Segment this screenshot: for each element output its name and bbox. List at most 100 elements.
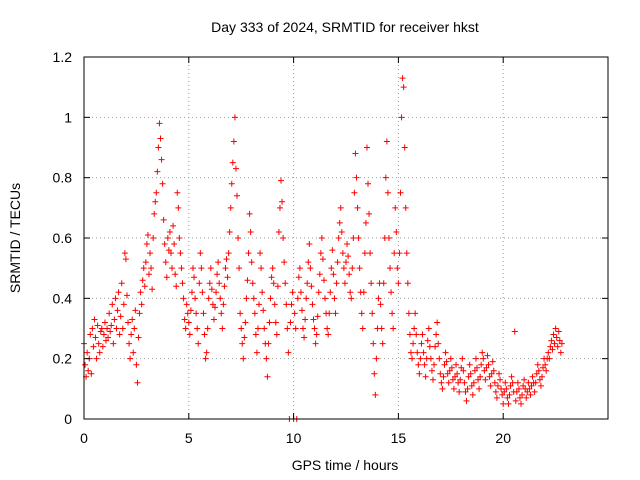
data-point <box>450 385 457 392</box>
data-point <box>512 397 519 404</box>
data-point <box>489 358 496 365</box>
data-point <box>445 379 452 386</box>
data-point <box>388 289 395 296</box>
data-point <box>332 310 339 317</box>
data-point <box>239 340 246 347</box>
data-point <box>303 295 310 302</box>
data-point <box>230 138 237 145</box>
data-point <box>193 310 200 317</box>
data-point <box>147 250 154 257</box>
data-point <box>184 310 191 317</box>
data-point <box>550 331 557 338</box>
data-point <box>419 331 426 338</box>
data-point <box>137 289 144 296</box>
data-point <box>246 210 253 217</box>
data-point <box>434 319 441 326</box>
data-point <box>84 349 91 356</box>
data-point <box>269 265 276 272</box>
data-point <box>116 331 123 338</box>
data-point <box>405 310 412 317</box>
data-point <box>248 259 255 266</box>
data-point <box>291 310 298 317</box>
data-point <box>527 391 534 398</box>
data-point <box>328 265 335 272</box>
data-point <box>159 180 166 187</box>
data-point <box>150 235 157 241</box>
data-point <box>459 355 466 362</box>
data-point <box>144 231 151 238</box>
data-point <box>82 361 89 368</box>
data-point <box>346 271 353 278</box>
data-point <box>427 355 434 362</box>
data-point <box>369 310 376 317</box>
data-point <box>148 265 155 272</box>
data-point <box>170 222 177 229</box>
data-point <box>216 280 223 287</box>
data-point <box>156 120 163 127</box>
data-point <box>204 325 211 332</box>
data-point <box>108 322 115 329</box>
data-point <box>110 340 117 347</box>
data-point <box>219 325 226 332</box>
data-point <box>280 235 287 241</box>
data-point <box>140 265 147 272</box>
data-point <box>270 280 277 287</box>
data-point <box>385 235 392 241</box>
data-point <box>127 355 134 362</box>
data-point <box>526 385 533 392</box>
data-point <box>133 361 140 368</box>
data-point <box>244 277 251 284</box>
data-point <box>460 367 467 374</box>
data-point <box>314 313 321 320</box>
data-point <box>466 361 473 368</box>
data-point <box>296 265 303 272</box>
data-point <box>429 376 436 383</box>
data-point <box>176 235 183 241</box>
data-point <box>121 250 128 257</box>
data-point <box>145 271 152 278</box>
data-point <box>433 331 440 338</box>
data-point <box>440 373 447 380</box>
data-point <box>139 277 146 284</box>
data-point <box>476 385 483 392</box>
data-point <box>87 331 94 338</box>
data-point <box>171 241 178 248</box>
data-point <box>298 307 305 314</box>
data-point <box>371 370 378 377</box>
data-point <box>448 364 455 371</box>
data-point <box>275 228 282 235</box>
x-axis-label: GPS time / hours <box>292 457 399 473</box>
data-point <box>414 349 421 356</box>
data-point <box>378 325 385 332</box>
data-point <box>499 391 506 398</box>
data-point <box>229 159 236 166</box>
data-point <box>238 325 245 332</box>
data-point <box>390 325 397 332</box>
data-point <box>125 319 132 326</box>
data-point <box>195 340 202 347</box>
data-point <box>545 349 552 356</box>
data-point <box>162 259 169 266</box>
data-point <box>449 376 456 383</box>
data-point <box>212 304 218 311</box>
data-point <box>257 250 264 257</box>
data-point <box>424 337 431 344</box>
data-point <box>439 385 446 392</box>
data-point <box>529 373 536 380</box>
data-point <box>491 379 498 386</box>
data-point <box>417 355 424 362</box>
data-point <box>306 241 313 248</box>
data-point <box>305 259 312 266</box>
y-tick-label: 0 <box>64 411 72 427</box>
data-point <box>426 343 433 350</box>
data-point <box>528 382 535 389</box>
data-point <box>432 343 439 350</box>
data-point <box>407 349 414 356</box>
data-point <box>509 379 516 386</box>
data-point <box>380 280 387 287</box>
data-point <box>241 334 248 341</box>
data-point <box>129 316 136 323</box>
data-point <box>513 388 520 395</box>
data-point <box>403 250 410 257</box>
